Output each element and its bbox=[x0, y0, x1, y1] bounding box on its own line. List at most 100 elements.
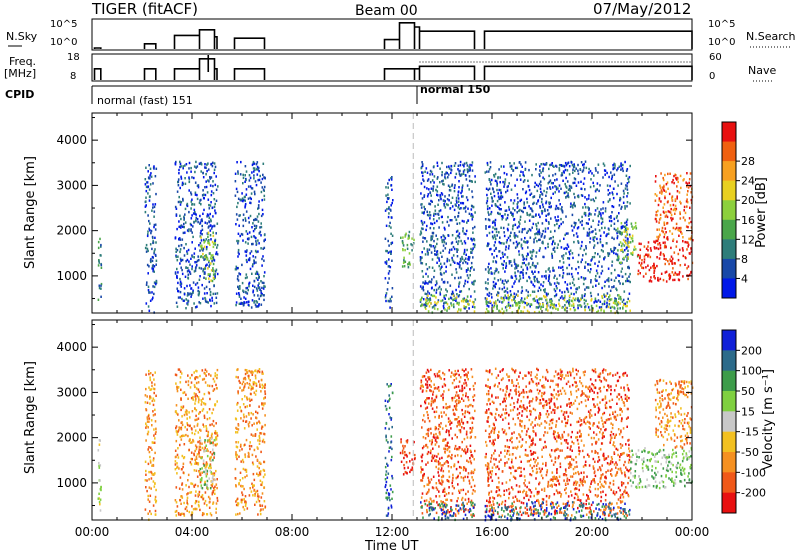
power-cell bbox=[257, 286, 260, 290]
power-cell bbox=[509, 239, 512, 242]
nsky-tick-bottom: 10^0 bbox=[50, 37, 78, 48]
power-cell bbox=[568, 165, 571, 168]
power-cell bbox=[246, 276, 248, 279]
velocity-cell bbox=[191, 457, 193, 461]
power-cell bbox=[237, 172, 239, 175]
power-cell bbox=[419, 300, 422, 303]
power-cell bbox=[209, 176, 211, 179]
velocity-cell bbox=[422, 436, 425, 439]
power-cell bbox=[635, 225, 637, 228]
velocity-cell bbox=[206, 454, 209, 458]
power-cell bbox=[443, 281, 446, 284]
power-cell bbox=[586, 231, 589, 234]
power-cell bbox=[625, 174, 628, 177]
power-cell bbox=[494, 218, 497, 222]
power-cell bbox=[471, 218, 474, 221]
power-cell bbox=[439, 194, 441, 197]
velocity-cell bbox=[155, 499, 158, 503]
power-cell bbox=[453, 186, 456, 189]
velocity-cell bbox=[214, 478, 216, 482]
velocity-cell bbox=[237, 392, 239, 395]
power-cell bbox=[194, 191, 197, 194]
power-cell bbox=[506, 256, 509, 259]
power-cell bbox=[100, 287, 102, 290]
power-cell bbox=[453, 247, 456, 251]
velocity-cell bbox=[206, 472, 208, 476]
power-cell bbox=[655, 239, 657, 243]
power-cell bbox=[682, 254, 685, 258]
power-cell bbox=[428, 300, 431, 303]
power-cell bbox=[522, 310, 524, 313]
power-cell bbox=[522, 258, 525, 261]
velocity-cell bbox=[145, 426, 147, 429]
velocity-cell bbox=[200, 479, 203, 482]
power-cell bbox=[97, 298, 100, 301]
power-cell bbox=[216, 272, 219, 276]
power-cell bbox=[494, 237, 497, 241]
velocity-cell bbox=[253, 478, 256, 482]
power-cell bbox=[183, 218, 185, 221]
power-cell bbox=[529, 213, 532, 216]
power-cell bbox=[451, 219, 453, 222]
power-cell bbox=[468, 179, 471, 183]
power-cell bbox=[580, 187, 582, 190]
power-cell bbox=[455, 299, 457, 302]
power-cell bbox=[579, 168, 581, 171]
velocity-cell bbox=[215, 502, 218, 505]
power-cell bbox=[490, 178, 493, 182]
power-cell bbox=[384, 296, 387, 299]
power-cell bbox=[404, 248, 406, 252]
power-cell bbox=[542, 255, 544, 259]
power-cell bbox=[538, 232, 541, 236]
power-cell bbox=[458, 172, 461, 176]
power-cell bbox=[678, 226, 680, 230]
power-cell bbox=[620, 298, 622, 301]
power-cell bbox=[202, 247, 205, 250]
ytick-label-power: 1000 bbox=[56, 269, 87, 283]
power-cell bbox=[622, 169, 624, 173]
power-cell bbox=[588, 233, 590, 236]
power-cell bbox=[522, 210, 524, 214]
power-cell bbox=[198, 292, 200, 295]
velocity-cell bbox=[193, 425, 196, 428]
power-cell bbox=[610, 248, 612, 251]
power-cell bbox=[546, 304, 548, 307]
power-cell bbox=[654, 247, 656, 250]
power-cell bbox=[589, 241, 591, 244]
power-cell bbox=[175, 214, 178, 217]
power-cell bbox=[505, 209, 508, 212]
power-cell bbox=[601, 302, 604, 306]
velocity-cell bbox=[150, 512, 152, 516]
velocity-cell bbox=[183, 434, 185, 437]
power-cell bbox=[503, 310, 505, 313]
power-cell bbox=[429, 173, 431, 176]
power-cell bbox=[235, 301, 238, 304]
power-cell bbox=[449, 207, 451, 210]
velocity-cell bbox=[215, 432, 217, 435]
power-cell bbox=[214, 273, 216, 276]
power-cell bbox=[214, 211, 217, 215]
power-cell bbox=[248, 179, 251, 182]
power-cell bbox=[200, 236, 202, 239]
velocity-cell bbox=[215, 507, 217, 511]
velocity-cell bbox=[199, 508, 201, 512]
velocity-cell bbox=[194, 494, 197, 497]
power-cell bbox=[193, 220, 195, 224]
power-cell bbox=[663, 223, 666, 226]
velocity-cell bbox=[202, 462, 205, 465]
power-cell bbox=[199, 199, 201, 202]
power-cell bbox=[556, 219, 558, 222]
power-cell bbox=[451, 183, 454, 186]
velocity-cell bbox=[186, 417, 188, 420]
velocity-cell bbox=[248, 421, 251, 424]
freq-tick-bottom: 8 bbox=[70, 71, 77, 82]
velocity-cell bbox=[153, 378, 155, 381]
power-cell bbox=[215, 175, 217, 178]
power-cell bbox=[178, 168, 180, 172]
power-cell bbox=[610, 219, 613, 223]
power-cell bbox=[385, 186, 387, 189]
power-cell bbox=[209, 204, 212, 207]
velocity-cell bbox=[263, 441, 266, 444]
power-cell bbox=[466, 198, 469, 202]
velocity-cell bbox=[181, 512, 183, 515]
